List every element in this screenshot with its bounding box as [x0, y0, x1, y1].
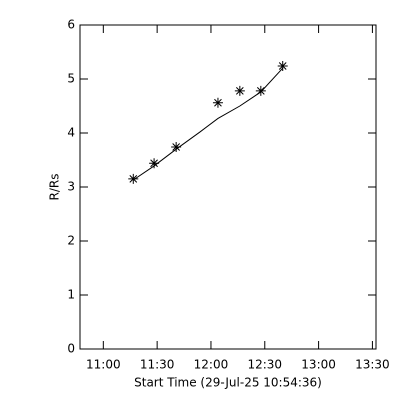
- y-tick-label: 1: [67, 288, 75, 302]
- y-tick-label: 5: [67, 72, 75, 86]
- x-tick-label: 13:00: [301, 358, 336, 372]
- x-tick-label: 11:00: [86, 358, 121, 372]
- point: [234, 85, 245, 96]
- x-tick-label: 12:30: [247, 358, 282, 372]
- point: [149, 158, 160, 169]
- y-tick-label: 0: [67, 342, 75, 356]
- y-tick-label: 2: [67, 234, 75, 248]
- point: [128, 173, 139, 184]
- point: [277, 61, 288, 72]
- y-axis-title: R/Rs: [48, 174, 62, 201]
- x-tick-label: 13:30: [355, 358, 390, 372]
- x-tick-label: 12:00: [194, 358, 229, 372]
- point: [255, 85, 266, 96]
- fit-line: [133, 67, 284, 181]
- plot-frame: [79, 24, 377, 350]
- x-axis-title: Start Time (29-Jul-25 10:54:36): [134, 376, 322, 390]
- point: [212, 97, 223, 108]
- point: [171, 142, 182, 153]
- y-tick-label: 4: [67, 126, 75, 140]
- y-tick-label: 3: [67, 180, 75, 194]
- y-tick-label: 6: [67, 18, 75, 32]
- x-tick-label: 11:30: [140, 358, 175, 372]
